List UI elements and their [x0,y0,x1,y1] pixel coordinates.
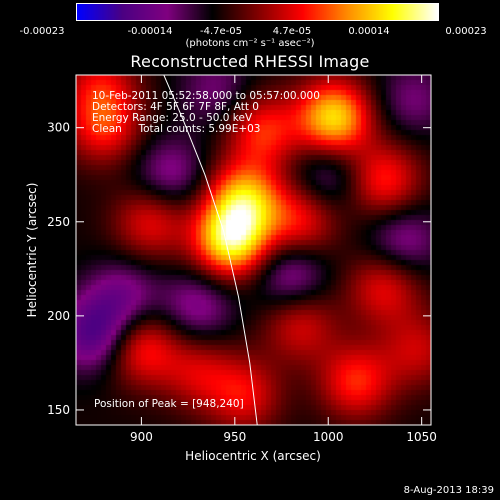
colorbar-tick: -0.00014 [127,26,173,37]
heatmap-container [76,75,431,425]
heatmap-image [76,75,431,425]
annotation-line: Energy Range: 25.0 - 50.0 keV [92,112,253,124]
x-tick-label: 1000 [313,430,344,444]
x-axis-label: Heliocentric X (arcsec) [185,449,321,463]
annotation-line: Clean Total counts: 5.99E+03 [92,123,261,135]
x-tick-label: 900 [130,430,153,444]
colorbar-tick: -4.7e-05 [200,26,242,37]
plot-frame [75,74,432,426]
x-tick-label: 1050 [406,430,437,444]
axis-ticks: 900 950 1000 1050 150 200 250 300 [47,75,437,444]
colorbar-tick: 0.00023 [445,26,487,37]
y-tick-label: 250 [47,215,70,229]
annotation-line: Detectors: 4F 5F 6F 7F 8F, Att 0 [92,101,259,113]
y-tick-label: 300 [47,121,70,135]
peak-position-label: Position of Peak = [948,240] [94,398,244,410]
chart-title: Reconstructed RHESSI Image [130,52,370,71]
colorbar-units: (photons cm⁻² s⁻¹ asec⁻²) [185,38,315,49]
y-tick-label: 150 [47,403,70,417]
colorbar [76,3,439,21]
y-axis-label: Heliocentric Y (arcsec) [25,183,39,318]
colorbar-gradient [76,3,439,21]
annotation-line: 10-Feb-2011 05:52:58.000 to 05:57:00.000 [92,90,320,102]
x-tick-label: 950 [223,430,246,444]
colorbar-tick: 0.00014 [348,26,390,37]
solar-limb-line [163,75,258,425]
y-tick-label: 200 [47,309,70,323]
footer-date: 8-Aug-2013 18:39 [403,485,494,496]
colorbar-tick: 4.7e-05 [272,26,312,37]
colorbar-tick: -0.00023 [19,26,65,37]
solar-limb [163,75,258,425]
